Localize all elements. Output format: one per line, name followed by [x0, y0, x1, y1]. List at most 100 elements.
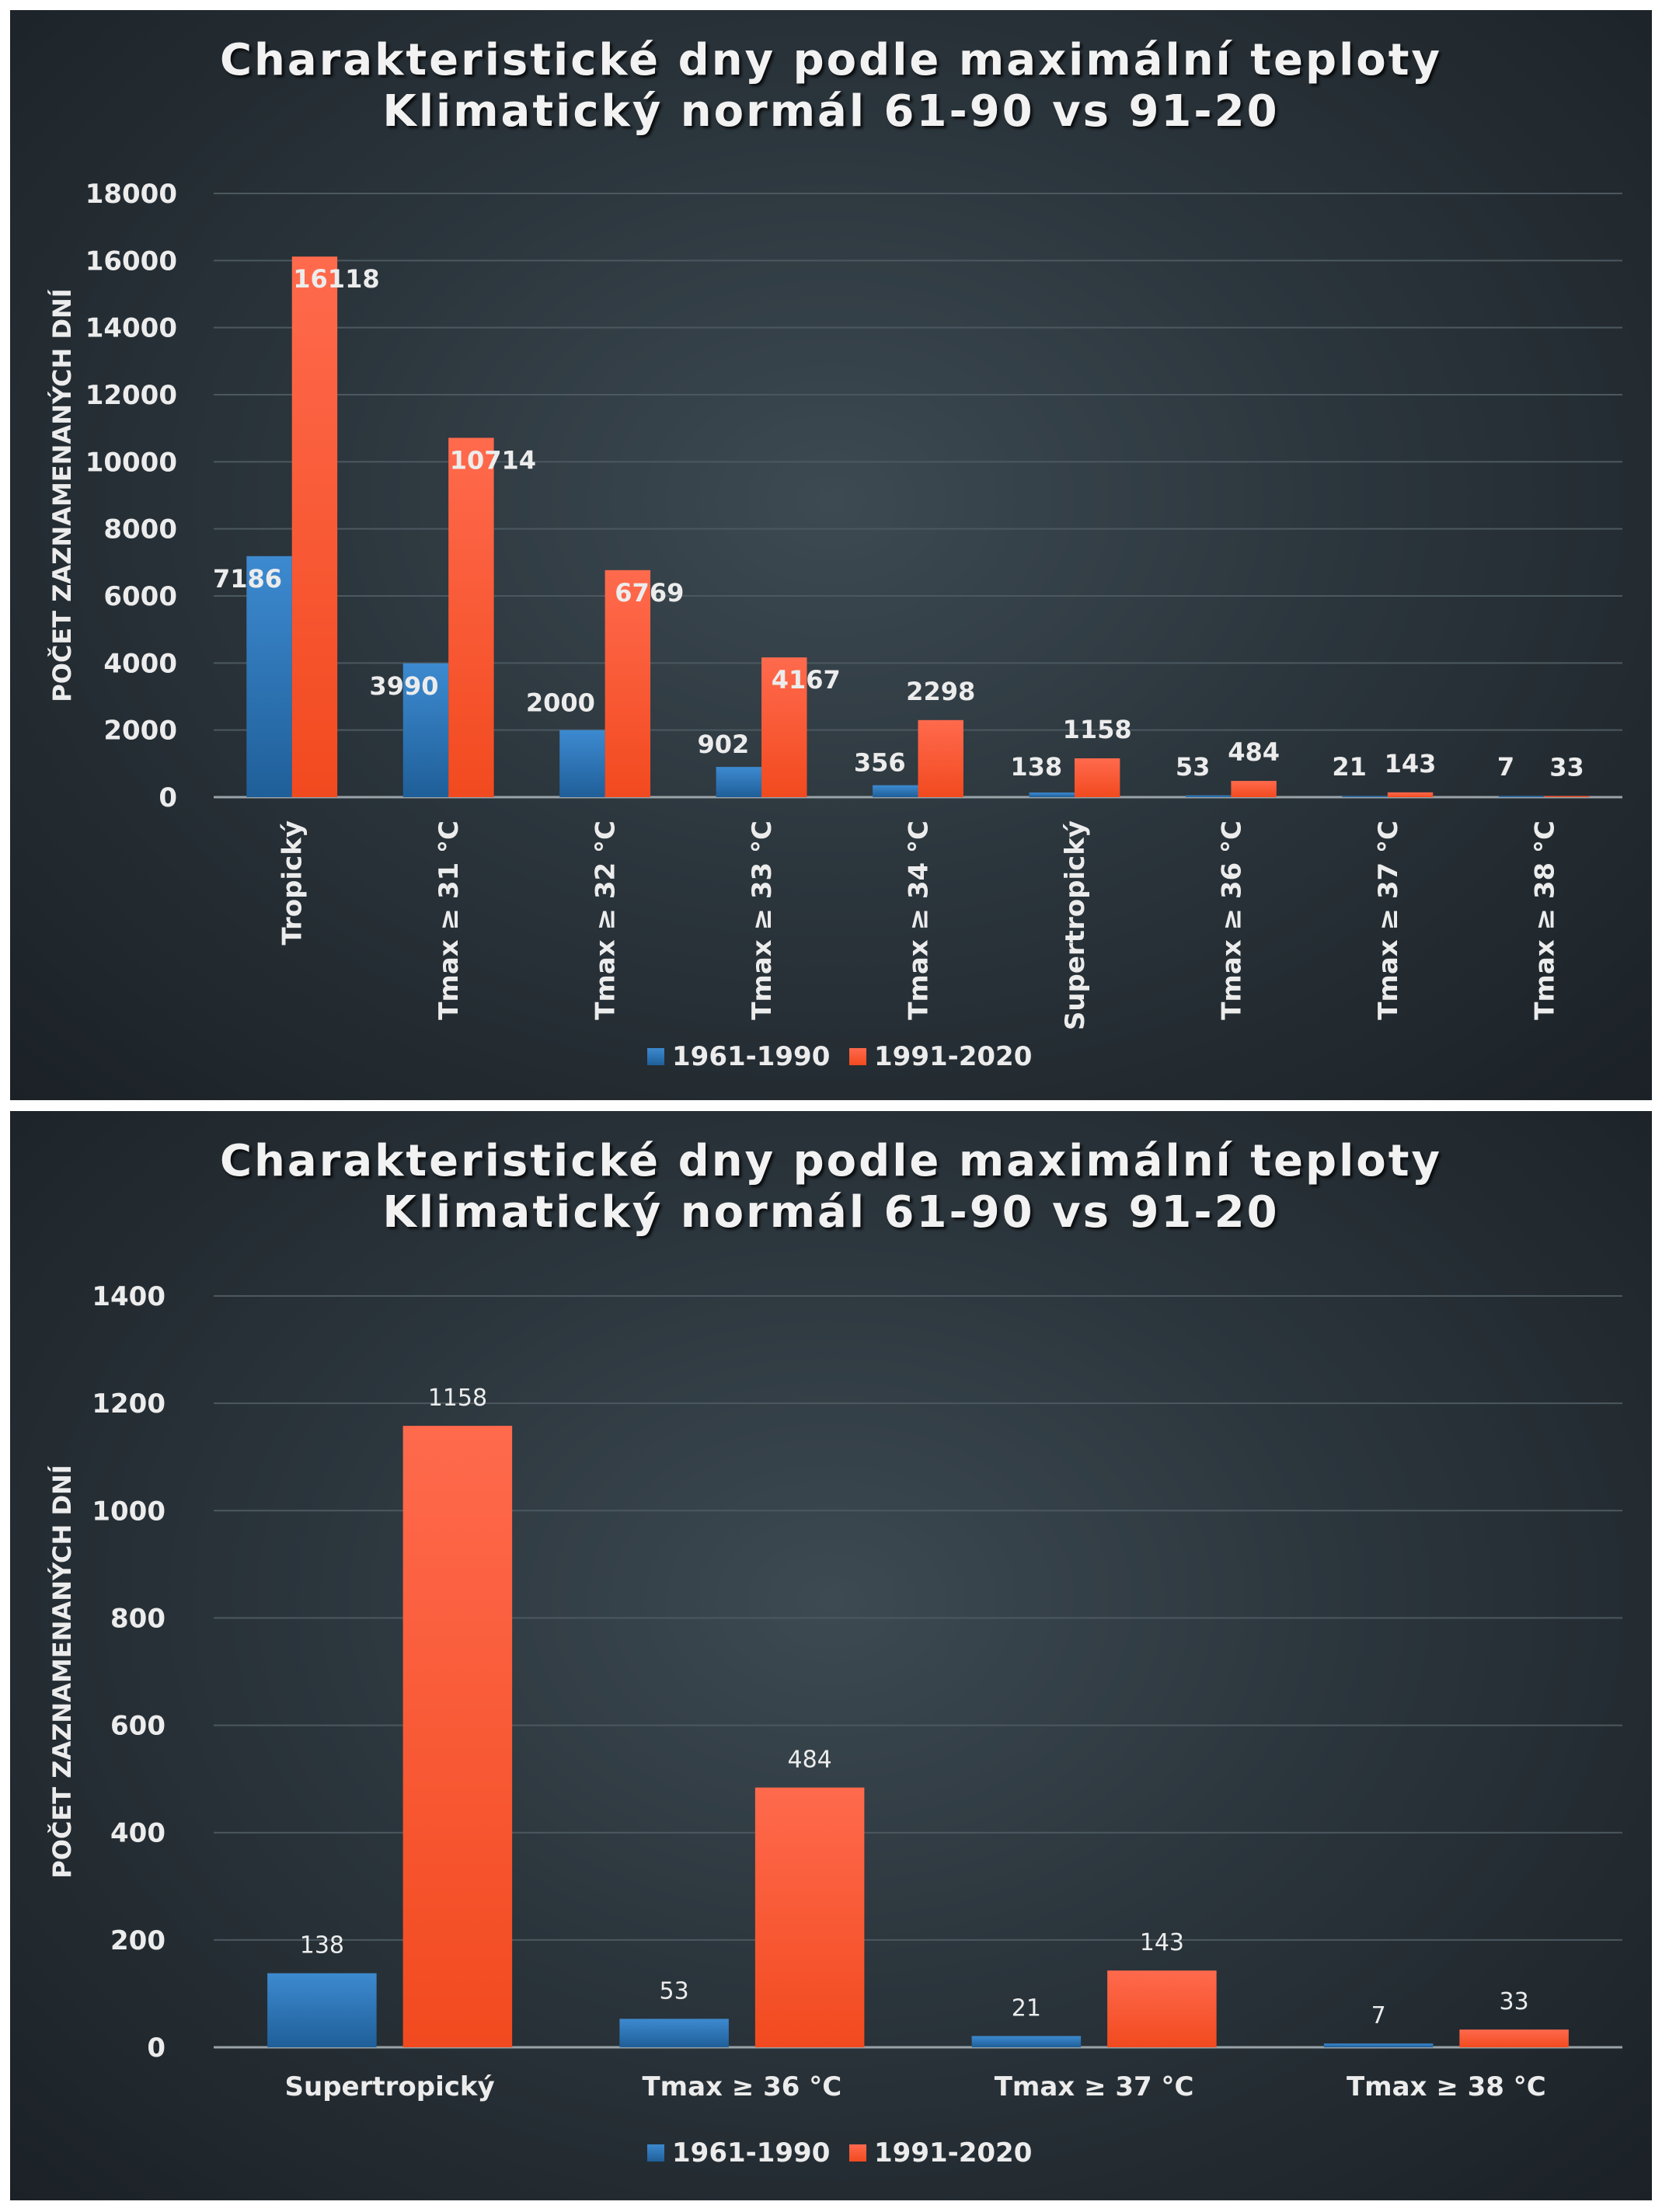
- x-tick-label: Tmax ≥ 38 °C: [1529, 820, 1560, 1020]
- bar-1991-2020: [1459, 2029, 1569, 2047]
- data-label: 7186: [213, 564, 282, 594]
- y-tick-label: 10000: [85, 447, 177, 478]
- legend-swatch: [849, 1048, 866, 1065]
- chart-title: Charakteristické dny podle maximální tep…: [10, 1136, 1652, 1238]
- x-tick-label: Tropický: [277, 820, 308, 946]
- bar-chart-svg: 0 200 400 600 800 1000 1200 1400 POČET ZAZNAMENA…: [47, 1281, 1622, 2168]
- data-label: 4167: [772, 665, 841, 695]
- data-label: 21: [1012, 1994, 1041, 2022]
- data-label: 902: [697, 730, 749, 759]
- data-label: 7: [1371, 2002, 1386, 2029]
- chart-title-line-2: Klimatický normál 61-90 vs 91-20: [382, 86, 1280, 137]
- data-label: 7: [1497, 752, 1514, 782]
- data-label: 1158: [428, 1385, 487, 1412]
- bar-1961-1990: [1185, 795, 1232, 797]
- data-label: 138: [300, 1932, 344, 1959]
- y-tick-label: 8000: [103, 514, 177, 545]
- x-tick-label: Tmax ≥ 33 °C: [747, 820, 778, 1020]
- bar-1991-2020: [1107, 1970, 1217, 2047]
- x-tick-label: Tmax ≥ 38 °C: [1347, 2071, 1546, 2102]
- y-tick-label: 400: [110, 1818, 166, 1849]
- data-label: 3990: [369, 671, 438, 701]
- data-label: 10714: [450, 446, 536, 475]
- chart-panel-bottom: Charakteristické dny podle maximální tep…: [10, 1111, 1652, 2200]
- bar-1961-1990: [873, 785, 918, 797]
- y-tick-label: 16000: [85, 246, 177, 277]
- x-tick-label: Supertropický: [1060, 820, 1091, 1030]
- y-tick-label: 14000: [85, 313, 177, 344]
- y-tick-label: 0: [147, 2033, 166, 2064]
- bar-1961-1990: [1342, 796, 1388, 797]
- bar-1961-1990: [716, 767, 762, 797]
- bar-1991-2020: [1544, 796, 1590, 797]
- legend-entry: 1961-1990: [672, 1041, 830, 1072]
- y-tick-label: 1400: [92, 1281, 166, 1312]
- data-label: 484: [787, 1747, 831, 1774]
- y-tick-label: 1000: [92, 1496, 166, 1527]
- bar-1961-1990: [1323, 2043, 1434, 2047]
- y-axis-label: POČET ZAZNAMENANÝCH DNÍ: [47, 1465, 77, 1878]
- y-tick-label: 200: [110, 1925, 166, 1956]
- x-tick-label: Tmax ≥ 37 °C: [995, 2071, 1194, 2102]
- y-axis-label: POČET ZAZNAMENANÝCH DNÍ: [47, 288, 77, 702]
- bar-1961-1990: [1498, 796, 1545, 797]
- data-label: 143: [1385, 749, 1437, 779]
- x-tick-label: Tmax ≥ 34 °C: [904, 820, 935, 1020]
- data-label: 53: [660, 1977, 689, 2005]
- y-tick-label: 12000: [85, 380, 177, 411]
- y-tick-label: 6000: [103, 581, 177, 612]
- chart-title-line-1: Charakteristické dny podle maximální tep…: [219, 1136, 1443, 1186]
- y-tick-label: 0: [159, 782, 177, 813]
- bar-1991-2020: [918, 719, 963, 797]
- legend-swatch: [647, 2144, 664, 2161]
- legend-swatch: [849, 2144, 866, 2161]
- bar-1961-1990: [402, 663, 449, 797]
- legend-entry: 1991-2020: [874, 1041, 1032, 1072]
- data-label: 33: [1549, 753, 1584, 782]
- bar-1961-1990: [619, 2019, 729, 2047]
- y-tick-label: 1200: [92, 1388, 166, 1420]
- data-label: 356: [854, 748, 906, 778]
- y-tick-label: 4000: [103, 648, 177, 679]
- y-tick-label: 600: [110, 1711, 166, 1742]
- x-tick-label: Tmax ≥ 32 °C: [591, 820, 622, 1020]
- data-label: 33: [1500, 1988, 1529, 2015]
- bar-1991-2020: [761, 657, 807, 797]
- legend-entry: 1991-2020: [874, 2137, 1032, 2168]
- y-tick-label: 2000: [103, 716, 177, 747]
- x-tick-label: Supertropický: [285, 2071, 495, 2102]
- data-label: 143: [1140, 1929, 1184, 1956]
- data-label: 1158: [1063, 715, 1132, 744]
- bar-1961-1990: [267, 1973, 377, 2047]
- bar-1991-2020: [291, 256, 338, 798]
- x-tick-label: Tmax ≥ 37 °C: [1373, 820, 1404, 1020]
- chart-title-line-2: Klimatický normál 61-90 vs 91-20: [382, 1187, 1280, 1238]
- chart-panel-top: Charakteristické dny podle maximální tep…: [10, 10, 1652, 1100]
- data-label: 6769: [615, 578, 684, 608]
- chart-title-line-1: Charakteristické dny podle maximální tep…: [219, 35, 1443, 85]
- bar-1961-1990: [559, 730, 605, 797]
- data-label: 53: [1176, 752, 1211, 782]
- data-label: 138: [1010, 752, 1062, 782]
- data-label: 21: [1332, 752, 1367, 782]
- bar-1961-1990: [971, 2036, 1082, 2047]
- bar-1961-1990: [246, 556, 292, 797]
- bar-1991-2020: [1231, 781, 1277, 797]
- x-tick-label: Tmax ≥ 36 °C: [1216, 820, 1247, 1020]
- data-label: 2298: [906, 677, 975, 706]
- chart-title: Charakteristické dny podle maximální tep…: [10, 35, 1652, 138]
- bar-1991-2020: [1074, 758, 1120, 797]
- bar-1961-1990: [1029, 792, 1075, 797]
- bar-chart-svg: 0 2000 4000 6000 8000 10000 12000 14000 16000 180…: [47, 179, 1622, 1072]
- x-tick-label: Tmax ≥ 36 °C: [642, 2071, 841, 2102]
- bar-1991-2020: [448, 437, 494, 797]
- bar-1991-2020: [605, 570, 651, 797]
- legend-entry: 1961-1990: [672, 2137, 830, 2168]
- y-tick-label: 18000: [85, 179, 177, 210]
- legend-swatch: [647, 1048, 664, 1065]
- data-label: 484: [1228, 737, 1280, 767]
- data-label: 16118: [293, 264, 379, 294]
- data-label: 2000: [526, 688, 595, 718]
- y-tick-label: 800: [110, 1603, 166, 1634]
- x-tick-label: Tmax ≥ 31 °C: [434, 820, 465, 1020]
